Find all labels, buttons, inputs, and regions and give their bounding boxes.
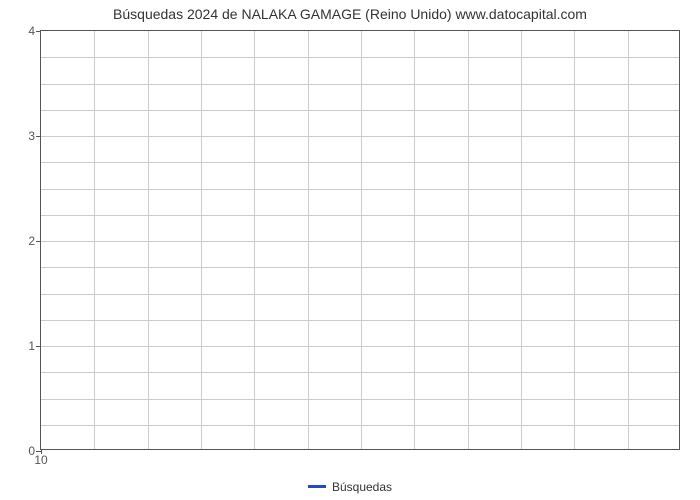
ytick-mark bbox=[36, 346, 41, 347]
gridline-v bbox=[468, 31, 469, 449]
ytick-mark bbox=[36, 241, 41, 242]
ytick-mark bbox=[36, 136, 41, 137]
gridline-h-minor bbox=[41, 162, 679, 163]
gridline-h-minor bbox=[41, 57, 679, 58]
plot-area: 0123410 bbox=[40, 30, 680, 450]
gridline-h-minor bbox=[41, 425, 679, 426]
gridline-h-minor bbox=[41, 84, 679, 85]
gridline-h-minor bbox=[41, 215, 679, 216]
gridline-v bbox=[94, 31, 95, 449]
gridline-v bbox=[201, 31, 202, 449]
gridline-v bbox=[574, 31, 575, 449]
gridline-v bbox=[361, 31, 362, 449]
legend-item: Búsquedas bbox=[308, 480, 392, 494]
gridline-h-minor bbox=[41, 110, 679, 111]
gridline-h-minor bbox=[41, 267, 679, 268]
gridline-h-minor bbox=[41, 320, 679, 321]
ytick-label: 1 bbox=[28, 339, 35, 353]
legend-swatch bbox=[308, 485, 326, 488]
ytick-label: 4 bbox=[28, 24, 35, 38]
gridline-h bbox=[41, 241, 679, 242]
gridline-h bbox=[41, 346, 679, 347]
gridline-h-minor bbox=[41, 399, 679, 400]
gridline-v bbox=[521, 31, 522, 449]
xtick-label: 10 bbox=[34, 453, 47, 467]
legend-label: Búsquedas bbox=[332, 480, 392, 494]
gridline-v bbox=[148, 31, 149, 449]
gridline-v bbox=[308, 31, 309, 449]
chart-container: Búsquedas 2024 de NALAKA GAMAGE (Reino U… bbox=[0, 0, 700, 500]
gridline-v bbox=[254, 31, 255, 449]
gridline-h-minor bbox=[41, 372, 679, 373]
ytick-mark bbox=[36, 31, 41, 32]
gridline-h-minor bbox=[41, 294, 679, 295]
gridline-v bbox=[414, 31, 415, 449]
legend: Búsquedas bbox=[0, 475, 700, 494]
chart-title: Búsquedas 2024 de NALAKA GAMAGE (Reino U… bbox=[0, 6, 700, 22]
gridline-v bbox=[628, 31, 629, 449]
gridline-h-minor bbox=[41, 189, 679, 190]
ytick-label: 3 bbox=[28, 129, 35, 143]
ytick-label: 2 bbox=[28, 234, 35, 248]
gridline-h bbox=[41, 136, 679, 137]
